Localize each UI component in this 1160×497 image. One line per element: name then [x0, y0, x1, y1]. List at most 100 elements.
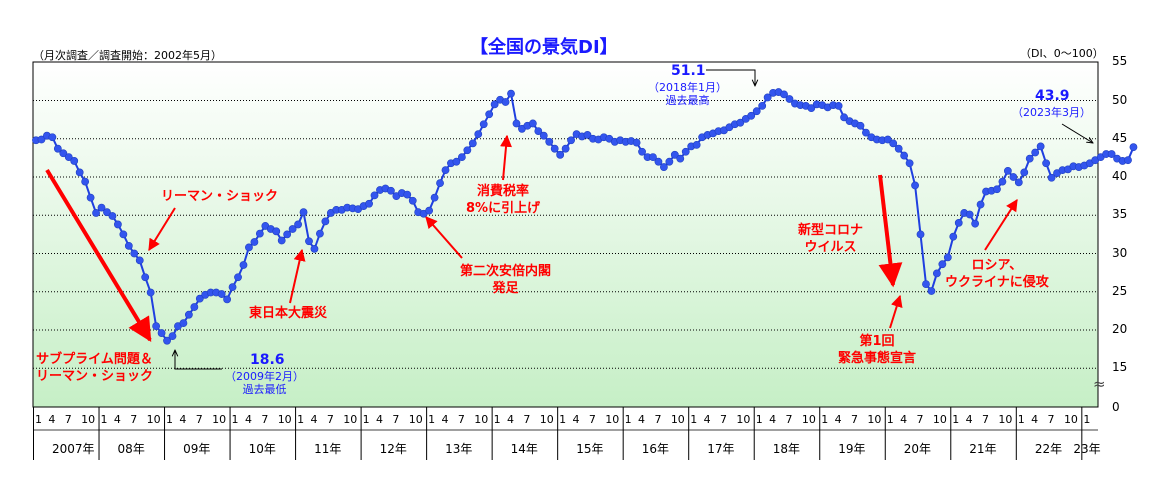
data-point	[807, 104, 816, 113]
data-point	[299, 208, 308, 217]
month-tick-label: 7	[130, 413, 138, 426]
data-point	[747, 111, 756, 120]
month-tick-label: 10	[343, 413, 358, 426]
year-label: 20年	[903, 442, 932, 456]
data-point	[163, 336, 171, 345]
axis-break-symbol: ≈	[1093, 375, 1106, 393]
year-label: 21年	[969, 442, 997, 456]
data-point	[217, 290, 226, 298]
data-point	[152, 322, 161, 331]
data-point	[365, 199, 373, 208]
data-point	[1036, 142, 1045, 151]
data-point	[1124, 156, 1132, 165]
data-point	[272, 227, 281, 236]
month-tick-label: 7	[457, 413, 465, 426]
month-tick-label: 7	[523, 413, 531, 426]
data-point	[37, 135, 46, 144]
data-point	[998, 177, 1007, 186]
data-point	[479, 120, 488, 129]
arrow-min-callout	[175, 350, 222, 370]
annotation-corona: 新型コロナ ウイルス	[798, 223, 864, 255]
data-point	[255, 229, 264, 238]
max-value-note: （2018年1月） 過去最高	[648, 81, 727, 107]
month-tick-label: 7	[982, 413, 990, 426]
arrow-last-callout	[1061, 123, 1093, 143]
month-tick-label: 1	[559, 413, 567, 426]
month-tick-label: 4	[179, 413, 187, 426]
data-point	[179, 319, 188, 328]
data-point	[567, 136, 575, 145]
month-tick-label: 10	[605, 413, 620, 426]
data-point	[474, 130, 483, 139]
month-tick-label: 10	[146, 413, 161, 426]
min-value-label: 18.6	[250, 352, 285, 368]
data-point	[911, 181, 919, 190]
month-tick-label: 7	[392, 413, 400, 426]
month-tick-label: 7	[1047, 413, 1055, 426]
arrow-corona	[878, 174, 903, 288]
month-tick-label: 1	[1083, 413, 1091, 426]
y-tick-label: 45	[1112, 130, 1128, 145]
year-label: 18年	[772, 442, 801, 456]
data-point	[146, 288, 155, 297]
data-point	[108, 212, 117, 220]
month-tick-label: 4	[310, 413, 318, 426]
data-point	[223, 295, 231, 304]
data-point	[157, 329, 166, 337]
month-tick-label: 10	[212, 413, 227, 426]
month-tick-label: 7	[851, 413, 858, 426]
data-point	[654, 157, 663, 166]
month-tick-label: 10	[539, 413, 554, 426]
arrow-lehman	[148, 207, 176, 252]
month-tick-label: 4	[244, 413, 252, 426]
month-tick-label: 4	[900, 413, 908, 426]
arrow-subprime	[45, 168, 152, 343]
data-point	[408, 196, 417, 205]
data-point	[48, 133, 57, 142]
month-tick-label: 1	[231, 413, 239, 426]
data-point	[430, 193, 439, 202]
month-tick-label: 7	[261, 413, 269, 426]
data-point	[425, 206, 434, 215]
data-point	[976, 200, 985, 209]
data-point	[70, 157, 79, 165]
year-label: 11年	[314, 442, 342, 456]
month-tick-label: 1	[690, 413, 698, 426]
month-tick-label: 7	[588, 413, 596, 426]
annotation-arrows	[45, 69, 1093, 370]
data-point	[245, 243, 253, 252]
data-point	[632, 138, 641, 147]
data-point	[283, 230, 292, 239]
month-tick-label: 1	[821, 413, 829, 426]
plot-background	[33, 62, 1098, 407]
annotation-earthquake: 東日本大震災	[249, 306, 328, 321]
data-point	[1107, 150, 1116, 158]
month-tick-label: 1	[166, 413, 174, 426]
month-tick-label: 10	[998, 413, 1013, 426]
data-point	[436, 179, 444, 188]
year-label: 12年	[379, 442, 407, 456]
month-tick-label: 4	[441, 413, 449, 426]
data-point	[534, 127, 543, 136]
data-point	[114, 220, 122, 229]
data-point	[53, 144, 62, 153]
month-tick-label: 10	[1063, 413, 1078, 426]
month-tick-label: 4	[769, 413, 777, 426]
year-label: 23年	[1073, 442, 1101, 456]
data-point	[938, 260, 947, 269]
month-tick-label: 1	[100, 413, 108, 426]
month-tick-label: 1	[297, 413, 305, 426]
data-point	[954, 218, 963, 227]
year-label: 2007年	[52, 442, 95, 456]
arrow-russia	[984, 198, 1018, 251]
data-point	[490, 100, 499, 109]
data-point	[545, 137, 554, 146]
data-point	[638, 147, 646, 156]
month-tick-label: 7	[195, 413, 203, 426]
annotation-consumption-tax: 消費税率 8%に引上げ	[466, 184, 541, 216]
data-point	[665, 157, 674, 166]
data-points	[32, 88, 1138, 345]
max-value-label: 51.1	[671, 63, 706, 79]
month-tick-label: 10	[867, 413, 882, 426]
data-point	[141, 273, 150, 282]
